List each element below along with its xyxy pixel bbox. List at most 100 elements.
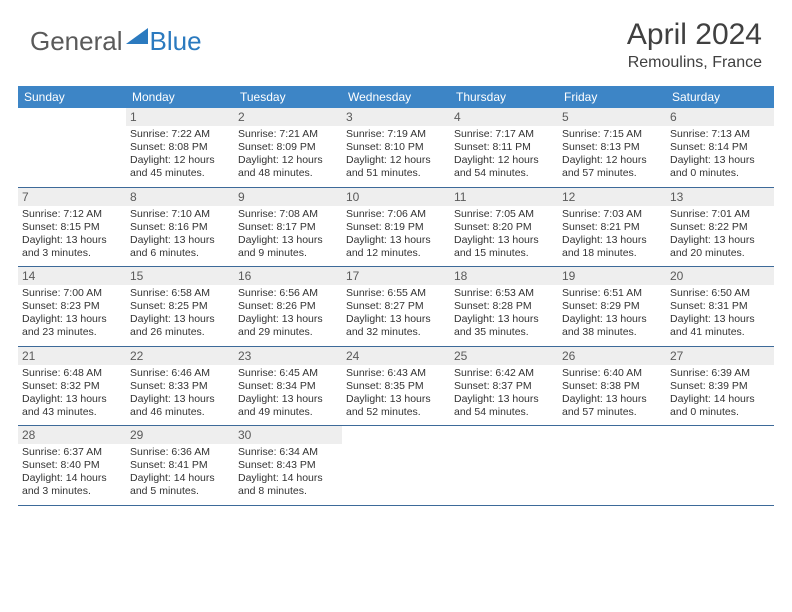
- day-number: 26: [558, 347, 666, 365]
- day-cell: 16 Sunrise: 6:56 AMSunset: 8:26 PMDayligh…: [234, 267, 342, 346]
- day-number: 15: [126, 267, 234, 285]
- day-cell: 22 Sunrise: 6:46 AMSunset: 8:33 PMDayligh…: [126, 347, 234, 426]
- day-text: Sunrise: 7:22 AMSunset: 8:08 PMDaylight:…: [130, 128, 230, 181]
- day-number: 2: [234, 108, 342, 126]
- day-cell: 13Sunrise: 7:01 AMSunset: 8:22 PMDayligh…: [666, 188, 774, 267]
- dow-cell: Friday: [558, 86, 666, 108]
- day-text: Sunrise: 6:36 AMSunset: 8:41 PMDaylight:…: [130, 446, 230, 499]
- day-cell: 10 Sunrise: 7:06 AMSunset: 8:19 PMDayligh…: [342, 188, 450, 267]
- day-text: Sunrise: 7:17 AMSunset: 8:11 PMDaylight:…: [454, 128, 554, 181]
- day-number: 9: [234, 188, 342, 206]
- day-cell: 3 Sunrise: 7:19 AMSunset: 8:10 PMDaylight…: [342, 108, 450, 187]
- day-cell: 24 Sunrise: 6:43 AMSunset: 8:35 PMDayligh…: [342, 347, 450, 426]
- day-text: Sunrise: 6:42 AMSunset: 8:37 PMDaylight:…: [454, 367, 554, 420]
- dow-cell: Wednesday: [342, 86, 450, 108]
- day-cell: 29 Sunrise: 6:36 AMSunset: 8:41 PMDayligh…: [126, 426, 234, 505]
- day-text: Sunrise: 6:56 AMSunset: 8:26 PMDaylight:…: [238, 287, 338, 340]
- day-cell: 23 Sunrise: 6:45 AMSunset: 8:34 PMDayligh…: [234, 347, 342, 426]
- day-cell: 9 Sunrise: 7:08 AMSunset: 8:17 PMDaylight…: [234, 188, 342, 267]
- weeks-container: 1 Sunrise: 7:22 AMSunset: 8:08 PMDaylight…: [18, 108, 774, 506]
- day-number: 13: [666, 188, 774, 206]
- day-number: 5: [558, 108, 666, 126]
- dow-cell: Monday: [126, 86, 234, 108]
- day-text: Sunrise: 6:34 AMSunset: 8:43 PMDaylight:…: [238, 446, 338, 499]
- day-cell: [342, 426, 450, 505]
- day-number: 6: [666, 108, 774, 126]
- day-text: Sunrise: 6:51 AMSunset: 8:29 PMDaylight:…: [562, 287, 662, 340]
- logo-triangle-icon: [126, 26, 148, 51]
- day-number: 14: [18, 267, 126, 285]
- day-number: 10: [342, 188, 450, 206]
- day-number: 8: [126, 188, 234, 206]
- day-text: Sunrise: 7:13 AMSunset: 8:14 PMDaylight:…: [670, 128, 770, 181]
- day-text: Sunrise: 7:05 AMSunset: 8:20 PMDaylight:…: [454, 208, 554, 261]
- day-text: Sunrise: 7:21 AMSunset: 8:09 PMDaylight:…: [238, 128, 338, 181]
- day-cell: 30 Sunrise: 6:34 AMSunset: 8:43 PMDayligh…: [234, 426, 342, 505]
- day-number: 12: [558, 188, 666, 206]
- day-cell: 14Sunrise: 7:00 AMSunset: 8:23 PMDayligh…: [18, 267, 126, 346]
- dow-cell: Saturday: [666, 86, 774, 108]
- week-row: 21 Sunrise: 6:48 AMSunset: 8:32 PMDayligh…: [18, 347, 774, 427]
- day-text: Sunrise: 6:39 AMSunset: 8:39 PMDaylight:…: [670, 367, 770, 420]
- day-number: 18: [450, 267, 558, 285]
- day-cell: 6 Sunrise: 7:13 AMSunset: 8:14 PMDaylight…: [666, 108, 774, 187]
- day-number: 11: [450, 188, 558, 206]
- day-text: Sunrise: 6:58 AMSunset: 8:25 PMDaylight:…: [130, 287, 230, 340]
- day-text: Sunrise: 6:40 AMSunset: 8:38 PMDaylight:…: [562, 367, 662, 420]
- day-text: Sunrise: 6:43 AMSunset: 8:35 PMDaylight:…: [346, 367, 446, 420]
- days-of-week-row: SundayMondayTuesdayWednesdayThursdayFrid…: [18, 86, 774, 108]
- day-text: Sunrise: 7:19 AMSunset: 8:10 PMDaylight:…: [346, 128, 446, 181]
- day-cell: 21 Sunrise: 6:48 AMSunset: 8:32 PMDayligh…: [18, 347, 126, 426]
- day-number: 27: [666, 347, 774, 365]
- day-text: Sunrise: 6:48 AMSunset: 8:32 PMDaylight:…: [22, 367, 122, 420]
- dow-cell: Sunday: [18, 86, 126, 108]
- day-number: 29: [126, 426, 234, 444]
- day-text: Sunrise: 7:15 AMSunset: 8:13 PMDaylight:…: [562, 128, 662, 181]
- day-number: 16: [234, 267, 342, 285]
- day-number: 7: [18, 188, 126, 206]
- day-cell: 1 Sunrise: 7:22 AMSunset: 8:08 PMDaylight…: [126, 108, 234, 187]
- week-row: 14Sunrise: 7:00 AMSunset: 8:23 PMDayligh…: [18, 267, 774, 347]
- day-text: Sunrise: 7:03 AMSunset: 8:21 PMDaylight:…: [562, 208, 662, 261]
- day-number: 19: [558, 267, 666, 285]
- day-number: 22: [126, 347, 234, 365]
- day-text: Sunrise: 6:46 AMSunset: 8:33 PMDaylight:…: [130, 367, 230, 420]
- day-cell: [666, 426, 774, 505]
- week-row: 28 Sunrise: 6:37 AMSunset: 8:40 PMDayligh…: [18, 426, 774, 506]
- day-number: 17: [342, 267, 450, 285]
- day-cell: 25 Sunrise: 6:42 AMSunset: 8:37 PMDayligh…: [450, 347, 558, 426]
- day-number: 30: [234, 426, 342, 444]
- day-text: Sunrise: 7:12 AMSunset: 8:15 PMDaylight:…: [22, 208, 122, 261]
- day-text: Sunrise: 7:08 AMSunset: 8:17 PMDaylight:…: [238, 208, 338, 261]
- day-number: 21: [18, 347, 126, 365]
- day-cell: [450, 426, 558, 505]
- month-title: April 2024: [627, 18, 762, 52]
- logo: General Blue: [30, 26, 202, 57]
- day-text: Sunrise: 7:06 AMSunset: 8:19 PMDaylight:…: [346, 208, 446, 261]
- title-block: April 2024 Remoulins, France: [627, 18, 762, 72]
- day-number: 28: [18, 426, 126, 444]
- day-number: 4: [450, 108, 558, 126]
- day-number: 1: [126, 108, 234, 126]
- day-number: 25: [450, 347, 558, 365]
- dow-cell: Thursday: [450, 86, 558, 108]
- header: General Blue April 2024 Remoulins, Franc…: [0, 0, 792, 80]
- day-text: Sunrise: 6:55 AMSunset: 8:27 PMDaylight:…: [346, 287, 446, 340]
- day-cell: 28 Sunrise: 6:37 AMSunset: 8:40 PMDayligh…: [18, 426, 126, 505]
- day-text: Sunrise: 6:45 AMSunset: 8:34 PMDaylight:…: [238, 367, 338, 420]
- day-cell: 26 Sunrise: 6:40 AMSunset: 8:38 PMDayligh…: [558, 347, 666, 426]
- day-cell: 17 Sunrise: 6:55 AMSunset: 8:27 PMDayligh…: [342, 267, 450, 346]
- logo-text-general: General: [30, 26, 123, 57]
- day-cell: 2 Sunrise: 7:21 AMSunset: 8:09 PMDaylight…: [234, 108, 342, 187]
- day-text: Sunrise: 6:37 AMSunset: 8:40 PMDaylight:…: [22, 446, 122, 499]
- location: Remoulins, France: [627, 54, 762, 72]
- day-number: 3: [342, 108, 450, 126]
- week-row: 7 Sunrise: 7:12 AMSunset: 8:15 PMDaylight…: [18, 188, 774, 268]
- logo-text-blue: Blue: [150, 26, 202, 57]
- day-cell: 12 Sunrise: 7:03 AMSunset: 8:21 PMDayligh…: [558, 188, 666, 267]
- dow-cell: Tuesday: [234, 86, 342, 108]
- day-cell: 5 Sunrise: 7:15 AMSunset: 8:13 PMDaylight…: [558, 108, 666, 187]
- day-number: 24: [342, 347, 450, 365]
- day-number: 23: [234, 347, 342, 365]
- calendar: SundayMondayTuesdayWednesdayThursdayFrid…: [18, 86, 774, 506]
